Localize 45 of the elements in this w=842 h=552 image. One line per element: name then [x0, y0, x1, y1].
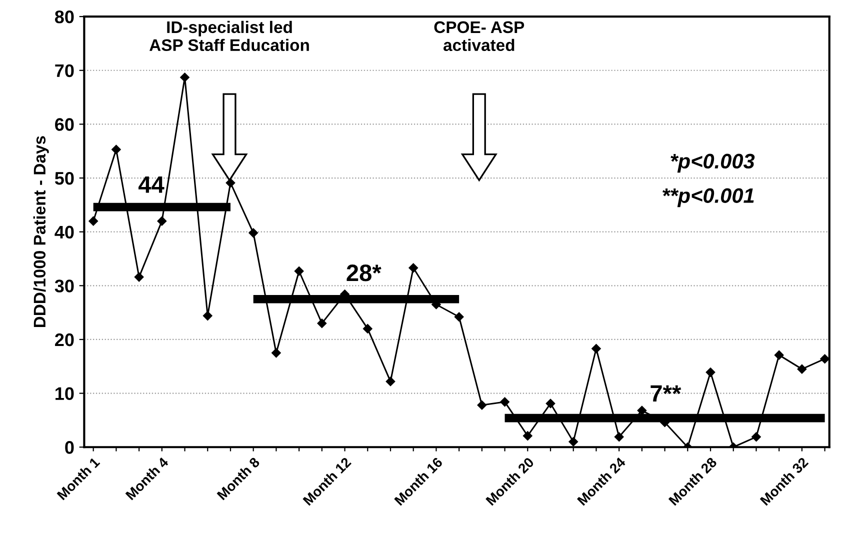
- point: [523, 431, 532, 440]
- annotation: *p<0.003: [670, 154, 755, 173]
- y-tick-label: 60: [55, 118, 74, 131]
- point: [248, 228, 258, 238]
- y-tick-label: 20: [55, 333, 74, 346]
- point: [568, 437, 578, 446]
- point: [386, 376, 396, 386]
- annotation: ID-specialist led ASP Staff Education: [150, 20, 309, 52]
- point: [797, 364, 807, 374]
- point: [363, 324, 372, 334]
- point: [546, 398, 556, 408]
- annotation: 7**: [650, 385, 682, 402]
- point: [317, 318, 327, 328]
- annotation: 44: [138, 176, 164, 193]
- point: [112, 144, 121, 154]
- point: [752, 432, 761, 442]
- point: [134, 272, 144, 282]
- point: [477, 400, 487, 410]
- point: [203, 311, 212, 320]
- point: [226, 178, 236, 188]
- point: [454, 312, 464, 322]
- point: [272, 348, 281, 358]
- point: [637, 406, 647, 416]
- point: [408, 263, 418, 273]
- point: [774, 350, 784, 360]
- point: [500, 397, 510, 407]
- y-axis-title: DDD/1000 Patient - Days: [33, 136, 49, 328]
- point: [592, 344, 601, 354]
- y-tick-label: 80: [54, 10, 74, 24]
- point: [157, 216, 167, 226]
- y-tick-label: 70: [55, 64, 74, 78]
- y-tick-label: 0: [65, 441, 74, 454]
- point: [706, 368, 716, 377]
- y-tick-label: 40: [54, 226, 74, 239]
- point: [294, 266, 304, 276]
- y-tick-label: 30: [54, 280, 74, 292]
- point: [180, 72, 190, 82]
- annotation: 28*: [346, 264, 382, 282]
- point: [614, 432, 624, 442]
- y-tick-label: 50: [54, 172, 74, 185]
- annotation: CPOE- ASP activated: [434, 21, 524, 52]
- point: [820, 354, 830, 364]
- annotation: **p<0.001: [662, 188, 754, 208]
- point: [88, 216, 98, 226]
- y-tick-label: 10: [56, 387, 74, 400]
